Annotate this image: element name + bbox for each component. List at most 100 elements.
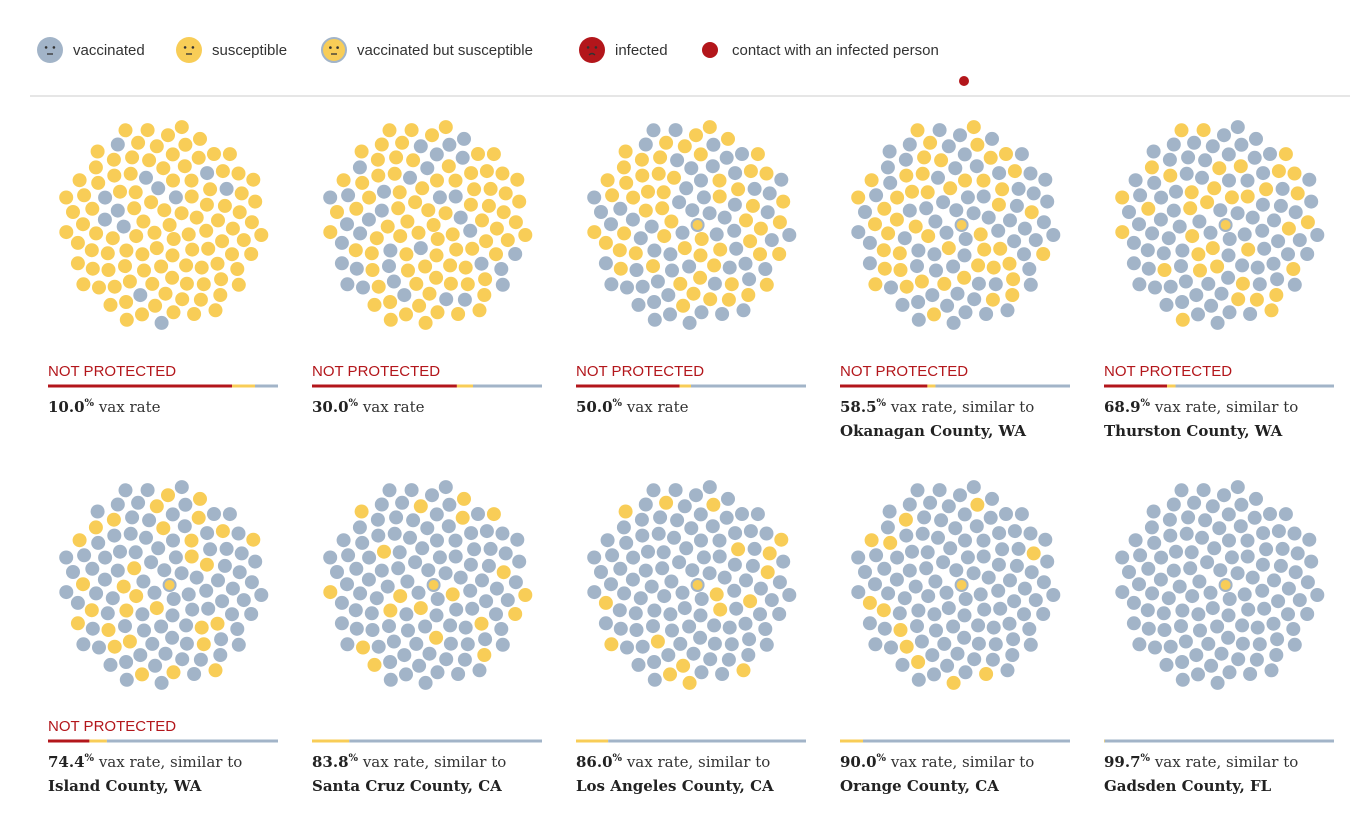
person-dot <box>1141 621 1156 636</box>
person-dot <box>899 279 914 294</box>
person-dot <box>1259 542 1274 557</box>
person-dot <box>97 572 112 587</box>
person-dot <box>1156 606 1171 621</box>
person-dot <box>727 583 742 598</box>
person-dot <box>1195 170 1209 185</box>
person-dot <box>709 227 724 242</box>
person-dot <box>876 243 891 258</box>
person-dot <box>334 595 349 610</box>
person-dot <box>911 672 926 687</box>
person-dot <box>178 497 193 512</box>
person-dot <box>455 510 470 525</box>
person-dot <box>489 607 503 622</box>
person-dot <box>181 227 196 242</box>
person-dot <box>429 248 444 263</box>
person-dot <box>460 637 475 652</box>
rate-value: 30.0 <box>312 398 349 416</box>
person-dot <box>976 189 991 204</box>
person-dot <box>587 585 602 600</box>
person-dot <box>604 577 618 592</box>
person-dot <box>232 205 247 220</box>
dot-cluster <box>1115 120 1325 330</box>
person-dot <box>179 276 194 291</box>
person-dot <box>154 619 169 634</box>
person-dot <box>349 621 364 636</box>
person-dot <box>858 565 872 579</box>
person-dot <box>988 637 1003 652</box>
person-dot <box>421 563 436 578</box>
person-dot <box>682 675 697 690</box>
person-dot <box>110 563 125 578</box>
person-dot <box>244 247 259 261</box>
person-dot <box>940 658 955 673</box>
person-dot <box>1007 234 1022 249</box>
person-dot <box>1233 159 1248 174</box>
person-dot <box>587 225 602 240</box>
person-dot <box>1271 164 1286 179</box>
person-dot <box>983 510 998 525</box>
person-dot <box>401 623 415 638</box>
person-dot <box>495 277 510 292</box>
person-dot <box>1163 168 1178 183</box>
person-dot <box>1183 561 1198 576</box>
person-dot <box>881 586 896 601</box>
person-dot <box>991 197 1006 212</box>
person-dot <box>168 190 183 205</box>
person-dot <box>1185 589 1200 604</box>
person-dot <box>66 205 80 219</box>
person-dot <box>635 279 650 294</box>
person-dot <box>1205 499 1220 514</box>
person-dot <box>739 213 753 228</box>
person-dot <box>352 160 367 175</box>
rate-unit: % <box>85 398 95 409</box>
person-dot <box>389 510 404 525</box>
person-dot <box>728 526 743 541</box>
person-dot <box>626 190 641 205</box>
person-dot <box>105 231 120 246</box>
person-dot <box>110 497 125 512</box>
person-dot <box>113 184 127 199</box>
person-dot <box>977 602 992 617</box>
person-dot <box>500 593 515 608</box>
person-dot <box>1237 587 1252 602</box>
person-dot <box>647 672 662 687</box>
person-dot <box>149 499 164 514</box>
person-dot <box>719 510 734 525</box>
person-dot <box>77 188 92 203</box>
person-dot <box>880 520 895 535</box>
dot-cluster <box>851 480 1061 690</box>
person-dot <box>1178 274 1193 289</box>
person-dot <box>1207 541 1222 556</box>
person-dot <box>910 123 925 138</box>
person-dot <box>920 545 935 560</box>
person-dot <box>939 585 954 600</box>
person-dot <box>1249 491 1263 506</box>
person-dot <box>946 619 961 634</box>
person-dot <box>1023 166 1038 181</box>
rate-text: 68.9% vax rate, similar to <box>1104 398 1298 417</box>
person-dot <box>382 619 396 634</box>
icon-eye <box>586 46 590 49</box>
person-dot <box>1003 213 1017 228</box>
person-dot <box>1128 533 1143 548</box>
person-dot <box>1187 495 1202 510</box>
person-dot <box>1257 241 1272 256</box>
person-dot <box>1003 573 1017 588</box>
person-dot <box>1281 221 1296 236</box>
person-dot <box>178 137 193 152</box>
person-dot <box>1252 277 1267 292</box>
person-dot <box>668 123 683 138</box>
person-dot <box>772 607 787 621</box>
dot-cluster <box>323 480 533 690</box>
person-dot <box>84 243 99 258</box>
person-dot <box>1243 667 1258 681</box>
person-dot <box>353 226 368 241</box>
status-label: NOT PROTECTED <box>840 363 968 380</box>
person-dot <box>219 181 234 196</box>
icon <box>579 37 605 63</box>
person-dot <box>415 541 430 556</box>
person-dot <box>727 557 742 572</box>
person-dot <box>663 607 678 622</box>
rate-value: 86.0 <box>576 753 613 771</box>
person-dot <box>1191 307 1205 322</box>
